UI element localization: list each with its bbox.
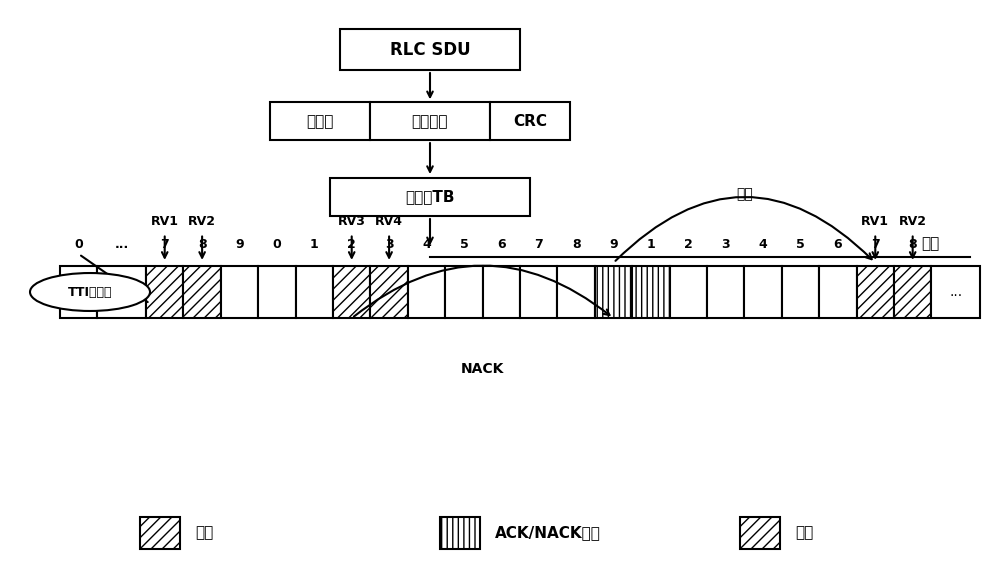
Text: RLC SDU: RLC SDU xyxy=(390,41,470,58)
Text: 重传: 重传 xyxy=(736,187,753,201)
Text: 重传: 重传 xyxy=(795,526,813,540)
Text: 1: 1 xyxy=(647,238,655,251)
Text: 7: 7 xyxy=(534,238,543,251)
Bar xyxy=(483,266,520,318)
Ellipse shape xyxy=(30,273,150,311)
Text: RV3: RV3 xyxy=(338,215,366,228)
Text: CRC: CRC xyxy=(513,114,547,128)
Bar xyxy=(707,266,744,318)
FancyBboxPatch shape xyxy=(490,102,570,140)
Bar xyxy=(595,266,632,318)
FancyBboxPatch shape xyxy=(270,102,370,140)
Bar xyxy=(60,266,97,318)
Text: 7: 7 xyxy=(160,238,169,251)
FancyBboxPatch shape xyxy=(370,102,490,140)
Text: 6: 6 xyxy=(497,238,506,251)
Text: 9: 9 xyxy=(609,238,618,251)
Text: 0: 0 xyxy=(74,238,83,251)
Bar xyxy=(258,266,296,318)
Text: 1: 1 xyxy=(310,238,319,251)
Bar xyxy=(894,266,931,318)
Bar xyxy=(97,266,146,318)
Text: TTI子帧号: TTI子帧号 xyxy=(68,286,112,298)
Bar xyxy=(931,266,980,318)
Text: 头开销: 头开销 xyxy=(306,114,334,128)
FancyBboxPatch shape xyxy=(340,29,520,70)
Text: 7: 7 xyxy=(871,238,880,251)
Text: 5: 5 xyxy=(460,238,468,251)
Bar xyxy=(670,266,707,318)
Bar xyxy=(557,266,595,318)
Text: 3: 3 xyxy=(721,238,730,251)
Bar xyxy=(744,266,782,318)
Bar xyxy=(632,266,670,318)
Text: RV1: RV1 xyxy=(861,215,889,228)
Text: 重传: 重传 xyxy=(921,236,939,251)
Bar xyxy=(370,266,408,318)
Text: RV2: RV2 xyxy=(899,215,927,228)
Text: 5: 5 xyxy=(796,238,805,251)
Text: 3: 3 xyxy=(385,238,393,251)
Bar xyxy=(221,266,258,318)
Bar xyxy=(445,266,483,318)
Bar xyxy=(782,266,819,318)
Text: ...: ... xyxy=(115,238,129,251)
Text: RV4: RV4 xyxy=(375,215,403,228)
Bar xyxy=(740,517,780,549)
Text: RV1: RV1 xyxy=(151,215,179,228)
Text: 9: 9 xyxy=(235,238,244,251)
Text: 有效载荷: 有效载荷 xyxy=(412,114,448,128)
Text: ...: ... xyxy=(949,285,962,299)
Bar xyxy=(440,517,480,549)
Bar xyxy=(333,266,370,318)
Bar xyxy=(146,266,183,318)
Text: RV2: RV2 xyxy=(188,215,216,228)
Bar xyxy=(819,266,857,318)
Text: 传输块TB: 传输块TB xyxy=(405,190,455,204)
Text: 初传: 初传 xyxy=(195,526,213,540)
Bar xyxy=(140,517,180,549)
Text: 4: 4 xyxy=(759,238,767,251)
Bar xyxy=(520,266,557,318)
Text: 0: 0 xyxy=(273,238,281,251)
Text: 6: 6 xyxy=(834,238,842,251)
Text: 8: 8 xyxy=(572,238,580,251)
Text: 2: 2 xyxy=(347,238,356,251)
FancyBboxPatch shape xyxy=(330,178,530,216)
Text: 8: 8 xyxy=(908,238,917,251)
Bar xyxy=(183,266,221,318)
Text: 2: 2 xyxy=(684,238,693,251)
Text: ACK/NACK反馈: ACK/NACK反馈 xyxy=(495,526,601,540)
Bar xyxy=(408,266,445,318)
Bar xyxy=(296,266,333,318)
Text: NACK: NACK xyxy=(461,362,504,376)
Bar xyxy=(857,266,894,318)
Text: 8: 8 xyxy=(198,238,206,251)
Text: 4: 4 xyxy=(422,238,431,251)
